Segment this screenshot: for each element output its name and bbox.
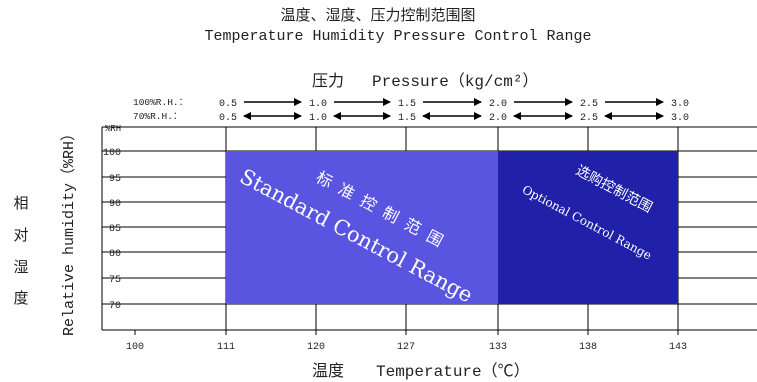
y-tick-label: 80 <box>109 249 121 260</box>
x-tick-label: 138 <box>579 342 597 353</box>
pressure-value: 1.5 <box>398 99 416 110</box>
pressure-value: 3.0 <box>671 113 689 124</box>
y-tick-label: 90 <box>109 199 121 210</box>
pressure-heading-en: Pressure（kg/cm²） <box>372 72 538 91</box>
pressure-value: 2.5 <box>580 113 598 124</box>
pressure-value: 3.0 <box>671 99 689 110</box>
y-axis-ticks: 100 95 90 85 80 75 70 <box>103 148 121 312</box>
x-axis-ticks: 100 111 120 127 133 138 143 <box>126 342 687 353</box>
pressure-value: 1.5 <box>398 113 416 124</box>
x-tick-label: 143 <box>669 342 687 353</box>
y-tick-label: 70 <box>109 301 121 312</box>
y-axis-label-en: Relative humidity（%RH） <box>60 126 78 336</box>
y-tick-label: 75 <box>109 275 121 286</box>
pressure-row-100-label: 100%R.H.： <box>133 97 188 108</box>
x-axis-label-en: Temperature（℃） <box>376 362 530 381</box>
pressure-value: 0.5 <box>219 113 237 124</box>
pressure-row-70-label: 70%R.H.： <box>133 111 182 122</box>
x-tick-label: 133 <box>489 342 507 353</box>
x-tick-label: 111 <box>217 342 235 353</box>
x-tick-label: 127 <box>397 342 415 353</box>
standard-control-region <box>226 151 498 304</box>
chart-title-zh: 温度、湿度、压力控制范围图 <box>280 6 475 24</box>
y-tick-label: 95 <box>109 174 121 185</box>
y-axis-label-zh-char: 度 <box>13 289 28 307</box>
y-tick-label: 100 <box>103 148 121 159</box>
pressure-value: 2.5 <box>580 99 598 110</box>
x-tick-label: 120 <box>307 342 325 353</box>
optional-control-region <box>498 151 678 304</box>
y-axis-label-zh-char: 湿 <box>13 258 28 276</box>
chart-title-en: Temperature Humidity Pressure Control Ra… <box>204 28 591 45</box>
y-tick-label: 85 <box>109 224 121 235</box>
pressure-value: 1.0 <box>309 113 327 124</box>
x-axis-label-zh: 温度 <box>312 361 344 380</box>
x-tick-label: 100 <box>126 342 144 353</box>
pressure-value: 1.0 <box>309 99 327 110</box>
pressure-heading-zh: 压力 <box>312 71 344 90</box>
y-axis-unit: %RH <box>105 124 121 134</box>
pressure-value: 0.5 <box>219 99 237 110</box>
pressure-row-100: 0.5 1.0 1.5 2.0 2.5 3.0 <box>219 98 689 110</box>
y-axis-label-zh-char: 对 <box>13 226 28 244</box>
pressure-value: 2.0 <box>489 99 507 110</box>
y-axis-label-zh-char: 相 <box>13 194 28 212</box>
pressure-row-70: 0.5 1.0 1.5 2.0 2.5 3.0 <box>219 112 689 124</box>
y-axis-label-zh: 相 对 湿 度 <box>13 194 28 307</box>
pressure-value: 2.0 <box>489 113 507 124</box>
